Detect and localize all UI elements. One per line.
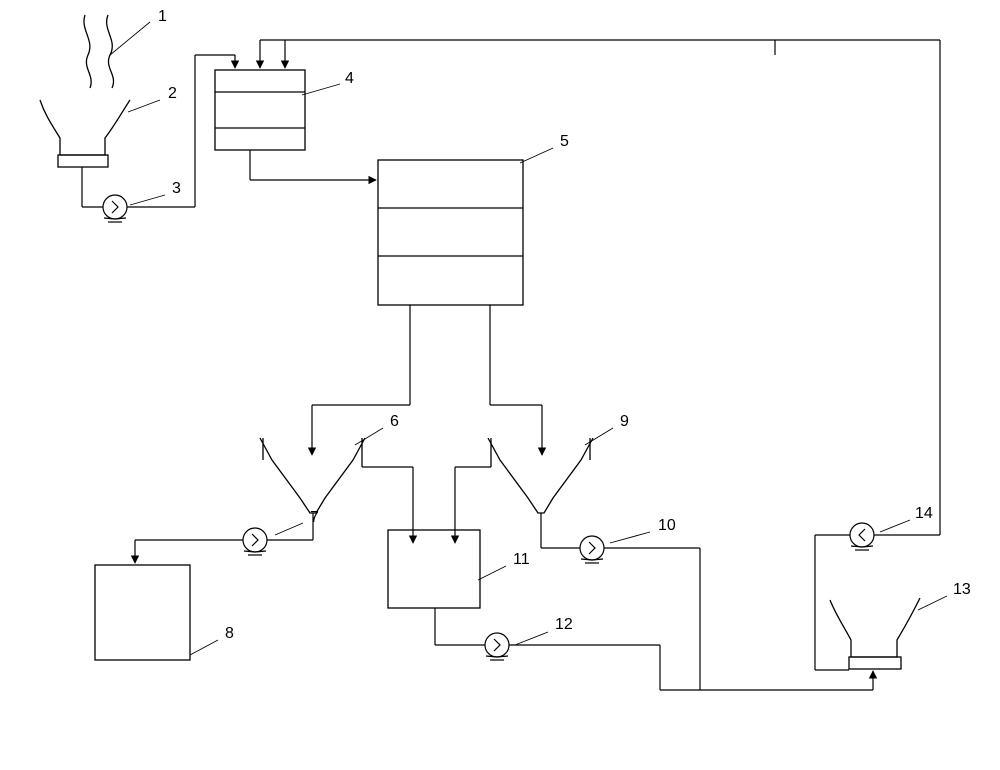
box-8 <box>95 565 190 660</box>
diagram-canvas <box>0 0 1000 770</box>
label-4: 4 <box>345 70 354 88</box>
label-6: 6 <box>390 413 399 431</box>
label-12: 12 <box>555 616 573 634</box>
label-10: 10 <box>658 517 676 535</box>
pump-12 <box>485 633 509 660</box>
pump-3 <box>103 195 127 222</box>
pump-10 <box>580 536 604 563</box>
label-9: 9 <box>620 413 629 431</box>
box-4 <box>215 70 305 150</box>
box-11 <box>388 530 480 608</box>
label-14: 14 <box>915 505 933 523</box>
label-5: 5 <box>560 133 569 151</box>
pump-14 <box>850 523 874 550</box>
funnel-2 <box>40 100 130 167</box>
label-2: 2 <box>168 85 177 103</box>
funnel-13 <box>830 598 920 669</box>
label-3: 3 <box>172 180 181 198</box>
label-7: 7 <box>310 509 319 527</box>
hopper-9 <box>488 438 593 513</box>
label-1: 1 <box>158 8 167 26</box>
label-13: 13 <box>953 581 971 599</box>
pump-7 <box>243 528 267 555</box>
label-11: 11 <box>513 551 530 569</box>
label-8: 8 <box>225 625 234 643</box>
box-5 <box>378 160 523 305</box>
smoke-lines <box>84 15 114 88</box>
